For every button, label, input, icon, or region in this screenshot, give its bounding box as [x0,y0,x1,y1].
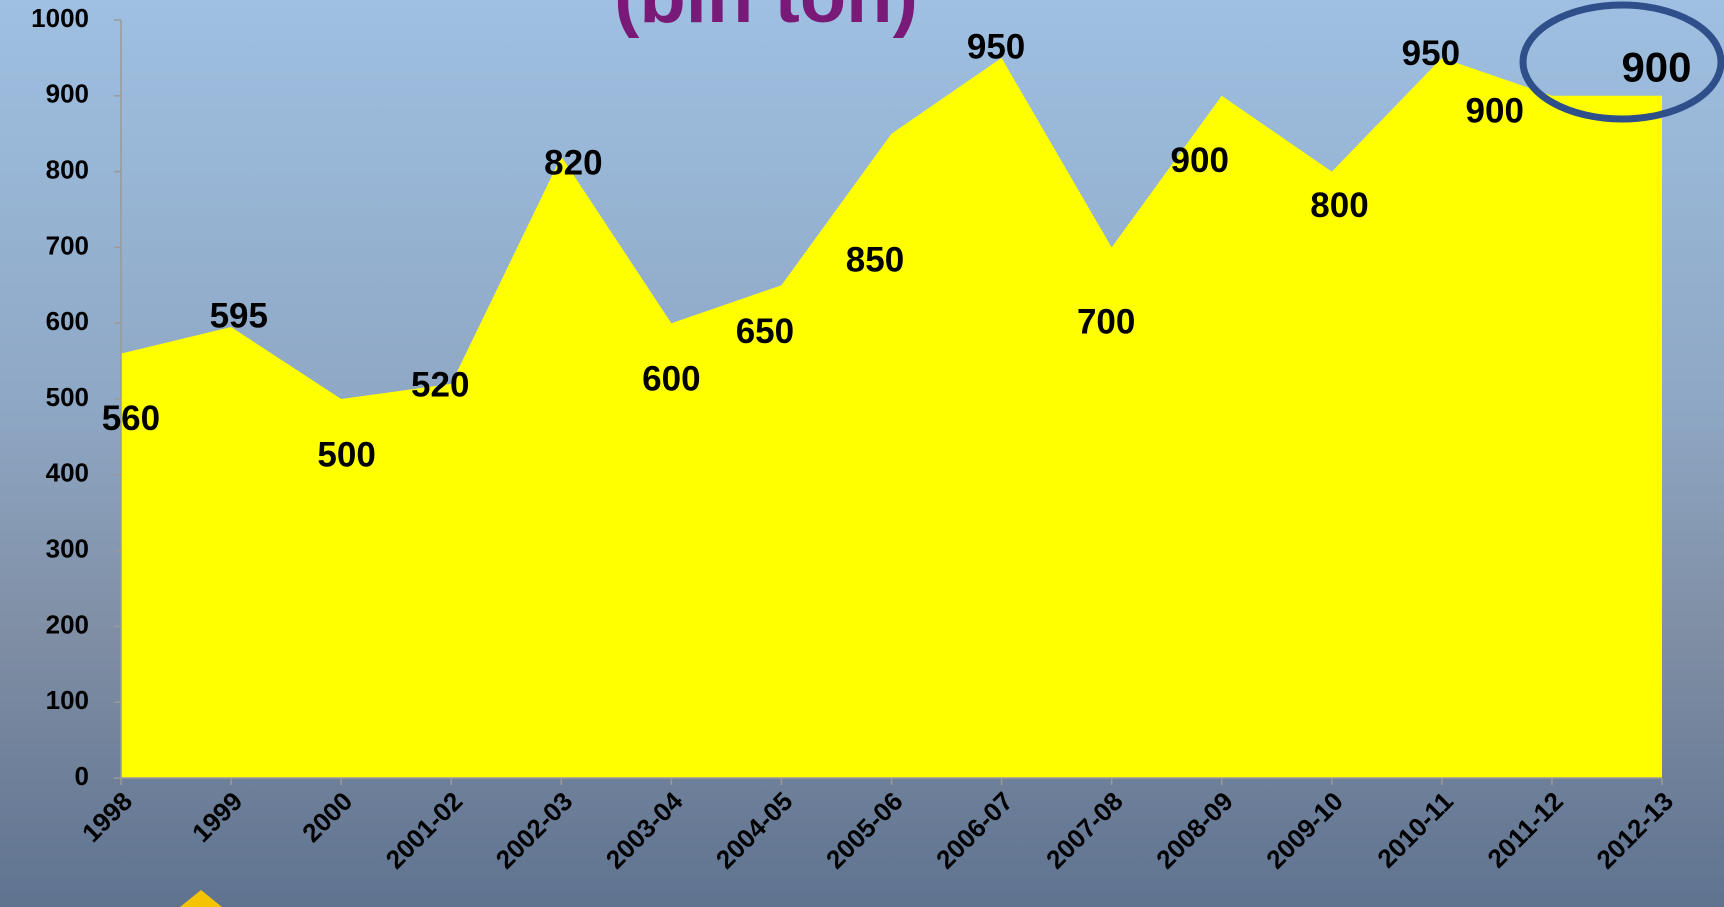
data-label: 900 [1621,44,1691,91]
highlight-circle [1519,1,1724,123]
area [121,57,1662,778]
y-tick-label: 400 [46,458,89,488]
y-tick-label: 200 [46,609,89,639]
y-tick-label: 300 [46,533,89,563]
y-tick-label: 0 [75,761,89,791]
data-label: 900 [1466,92,1524,131]
y-tick-label: 700 [46,230,89,260]
data-label: 820 [544,143,602,182]
y-tick-label: 600 [46,306,89,336]
y-tick-label: 1000 [31,3,89,33]
chart-title: (bin ton) [614,0,918,39]
data-label: 600 [642,360,700,399]
data-label: 950 [967,27,1025,66]
data-label: 650 [736,312,794,351]
y-tick-label: 100 [46,685,89,715]
data-label: 950 [1402,34,1460,73]
data-label: 900 [1171,141,1229,180]
data-label: 595 [210,296,268,335]
data-label: 520 [411,365,469,404]
y-tick-label: 800 [46,154,89,184]
y-tick-label: 900 [46,79,89,109]
data-label: 700 [1077,303,1135,342]
y-tick-label: 500 [46,382,89,412]
data-label: 800 [1310,186,1368,225]
data-label: 850 [846,241,904,280]
data-label: 560 [102,399,160,438]
decor-triangle [180,890,222,907]
data-label: 500 [317,436,375,475]
